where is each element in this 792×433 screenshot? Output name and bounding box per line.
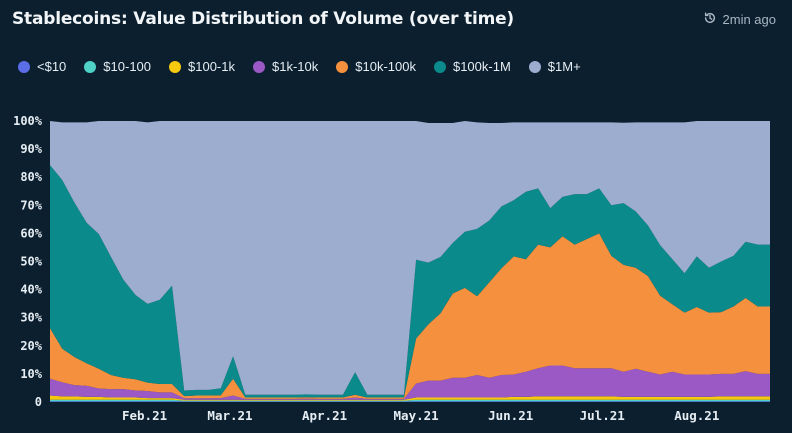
legend-label: $1k-10k: [272, 59, 319, 74]
x-tick-label: Jul.21: [580, 408, 625, 423]
refresh-clock-icon: [703, 11, 717, 28]
y-tick-label: 60%: [20, 226, 42, 240]
legend-swatch: [18, 60, 30, 73]
legend-item-10-100[interactable]: $10-100: [84, 59, 151, 74]
legend-item-100-1k[interactable]: $100-1k: [169, 59, 235, 74]
area-series-1[interactable]: [50, 399, 770, 402]
legend-swatch: [84, 60, 97, 73]
y-tick-label: 90%: [20, 142, 42, 156]
last-updated-text: 2min ago: [722, 12, 776, 27]
legend-swatch: [253, 60, 265, 73]
y-tick-label: 50%: [20, 255, 42, 269]
legend-swatch: [169, 60, 182, 73]
legend-item-10k-100k[interactable]: $10k-100k: [336, 59, 416, 74]
legend-swatch: [336, 60, 349, 73]
legend-item-100k-1m[interactable]: $100k-1M: [433, 59, 511, 74]
last-updated: 2min ago: [703, 11, 776, 28]
x-tick-label: Mar.21: [207, 408, 252, 423]
legend-swatch: [528, 60, 541, 73]
legend-label: $1M+: [547, 59, 581, 74]
legend-label: $10k-100k: [355, 59, 416, 74]
x-tick-label: May.21: [394, 408, 439, 423]
legend-label: <$10: [37, 59, 67, 74]
y-tick-label: 100%: [13, 114, 43, 128]
y-tick-label: 10%: [20, 367, 42, 381]
legend-item-1k-10k[interactable]: $1k-10k: [253, 59, 318, 74]
legend-label: $100k-1M: [452, 59, 511, 74]
area-series-3[interactable]: [50, 365, 770, 400]
area-series-6[interactable]: [50, 121, 770, 395]
chart-title: Stablecoins: Value Distribution of Volum…: [12, 9, 515, 29]
x-tick-label: Apr.21: [302, 408, 347, 423]
area-series-0[interactable]: [50, 401, 770, 402]
y-tick-label: 40%: [20, 283, 42, 297]
legend: <$10 $10-100 $100-1k $1k-10k $10k-100k $…: [18, 59, 581, 74]
x-tick-label: Jun.21: [488, 408, 533, 423]
legend-item-lt10[interactable]: <$10: [18, 59, 66, 74]
legend-item-1m-plus[interactable]: $1M+: [528, 59, 581, 74]
y-tick-label: 0: [35, 395, 42, 409]
legend-swatch: [433, 60, 446, 73]
y-tick-label: 20%: [20, 339, 42, 353]
x-tick-label: Aug.21: [674, 408, 719, 423]
legend-label: $10-100: [103, 59, 152, 74]
area-series-4[interactable]: [50, 233, 770, 399]
y-tick-label: 70%: [20, 198, 42, 212]
y-tick-label: 80%: [20, 170, 42, 184]
y-tick-label: 30%: [20, 311, 42, 325]
legend-label: $100-1k: [188, 59, 235, 74]
x-tick-label: Feb.21: [122, 408, 167, 423]
area-series-5[interactable]: [50, 165, 770, 398]
area-series-2[interactable]: [50, 395, 770, 401]
